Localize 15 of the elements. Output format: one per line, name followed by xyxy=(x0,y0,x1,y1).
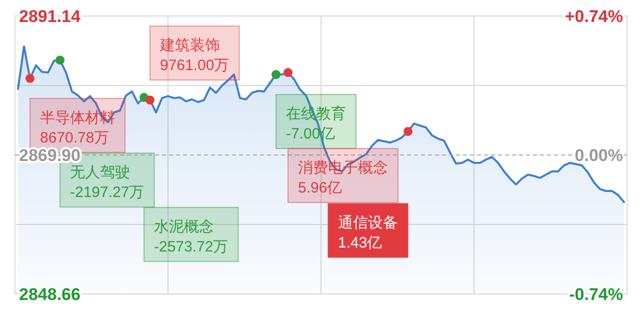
y-tick-label: 2848.66 xyxy=(19,285,80,304)
point xyxy=(56,56,64,65)
y2-tick-label: -0.74% xyxy=(569,285,623,304)
annotation: 通信设备 1.43亿 xyxy=(338,214,398,252)
point xyxy=(284,68,292,78)
annotation: 建筑装饰 9761.00万 xyxy=(159,37,230,74)
y2-tick-label: +0.74% xyxy=(564,7,623,26)
point xyxy=(146,96,154,105)
annotation: 无人驾驶 -2197.27万 xyxy=(70,164,144,202)
point xyxy=(26,74,34,83)
annotation: 水泥概念 -2573.72万 xyxy=(154,218,228,256)
y-tick-label: 2891.14 xyxy=(19,7,81,26)
y2-tick-label: 0.00% xyxy=(574,146,623,165)
point xyxy=(404,126,412,136)
point xyxy=(272,70,280,80)
